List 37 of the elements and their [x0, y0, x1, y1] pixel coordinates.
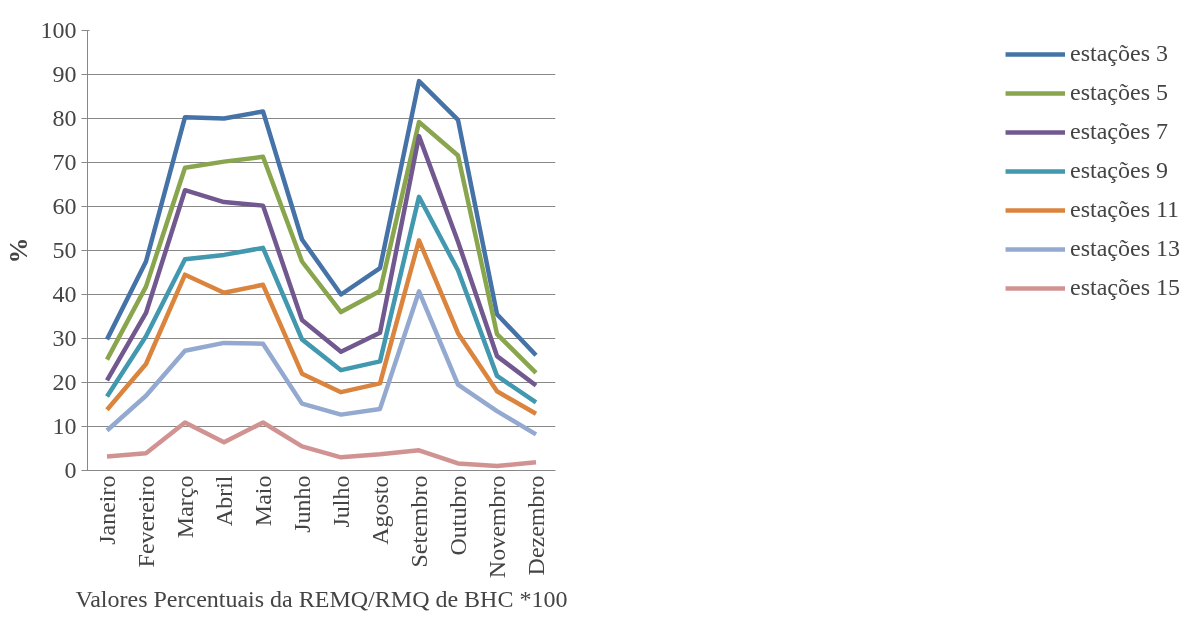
y-tick-label: 30 — [52, 325, 77, 351]
line-series — [104, 289, 539, 437]
legend-label: estações 3 — [1070, 40, 1168, 67]
x-tick-label: Fevereiro — [133, 475, 159, 568]
y-tick-label: 40 — [52, 281, 77, 307]
y-tick-label: 10 — [52, 413, 77, 439]
line-series — [104, 420, 539, 469]
x-tick-label: Novembro — [484, 475, 510, 579]
x-tick-label: Junho — [289, 475, 315, 533]
legend-label: estações 15 — [1070, 274, 1180, 301]
x-tick-label: Janeiro — [94, 475, 120, 545]
x-axis-title: Valores Percentuais da REMQ/RMQ de BHC *100 — [75, 586, 568, 613]
legend-label: estações 5 — [1070, 79, 1168, 106]
x-tick-label: Março — [172, 475, 198, 539]
legend-label: estações 11 — [1070, 196, 1180, 223]
legend-label: estações 9 — [1070, 157, 1168, 184]
y-tick-label: 0 — [64, 457, 77, 483]
line-series — [104, 238, 539, 416]
x-tick-label: Julho — [328, 475, 354, 528]
y-axis-title: % — [3, 237, 33, 264]
x-tick-label: Agosto — [367, 475, 393, 545]
x-tick-label: Dezembro — [523, 475, 549, 576]
line-series — [104, 78, 539, 358]
x-tick-label: Setembro — [406, 475, 432, 568]
y-tick-label: 70 — [52, 149, 77, 175]
x-tick-label: Maio — [250, 475, 276, 527]
x-tick-label: Abril — [211, 475, 237, 527]
y-tick-label: 60 — [52, 193, 77, 219]
x-tick-label: Outubro — [445, 475, 471, 556]
y-tick-label: 100 — [40, 17, 77, 43]
y-tick-label: 80 — [52, 105, 77, 131]
line-series — [104, 194, 539, 405]
legend-label: estações 7 — [1070, 118, 1168, 145]
y-tick-label: 90 — [52, 61, 77, 87]
y-tick-label: 50 — [52, 237, 77, 263]
legend-label: estações 13 — [1070, 235, 1180, 262]
y-tick-label: 20 — [52, 369, 77, 395]
